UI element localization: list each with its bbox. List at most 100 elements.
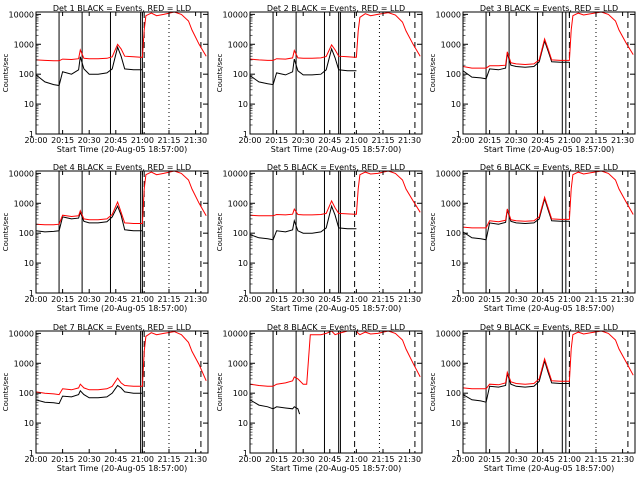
- y-axis-label: Counts/sec: [2, 213, 10, 252]
- x-axis-label: Start Time (20-Aug-05 18:57:00): [271, 464, 402, 473]
- y-tick-label: 100: [446, 389, 461, 398]
- y-axis-label: Counts/sec: [216, 213, 224, 252]
- x-tick-label: 20:00: [238, 455, 261, 464]
- plot-frame: [462, 330, 636, 454]
- x-tick-label: 21:30: [398, 136, 421, 145]
- x-tick-label: 20:15: [478, 455, 501, 464]
- x-tick-label: 20:00: [451, 295, 474, 304]
- panel-title: Det 3 BLACK = Events, RED = LLD: [480, 4, 618, 13]
- plot-frame: [35, 330, 209, 454]
- x-tick-label: 21:30: [611, 295, 634, 304]
- y-axis-label: Counts/sec: [216, 373, 224, 412]
- detector-panel: Det 7 BLACK = Events, RED = LLD 20:00 20:1…: [2, 323, 209, 473]
- x-tick-label: 20:00: [238, 136, 261, 145]
- x-tick-label: 21:00: [131, 455, 154, 464]
- x-tick-label: 20:15: [478, 136, 501, 145]
- x-tick-label: 20:45: [104, 455, 127, 464]
- y-tick-label: 1000: [228, 40, 248, 49]
- y-tick-label: 10000: [436, 329, 461, 338]
- x-tick-label: 20:30: [78, 136, 101, 145]
- x-tick-label: 20:45: [531, 136, 554, 145]
- y-tick-label: 10000: [223, 10, 248, 19]
- y-tick-label: 10: [451, 419, 461, 428]
- x-tick-label: 20:30: [78, 455, 101, 464]
- y-tick-label: 1: [456, 130, 461, 139]
- x-axis-label: Start Time (20-Aug-05 18:57:00): [57, 304, 188, 313]
- x-tick-label: 21:00: [558, 455, 581, 464]
- y-tick-label: 100: [233, 70, 248, 79]
- plot-frame: [249, 330, 423, 454]
- y-tick-label: 1000: [14, 199, 34, 208]
- events-series-line: [36, 384, 143, 405]
- events-series-line: [463, 197, 570, 241]
- x-tick-label: 20:00: [451, 136, 474, 145]
- x-tick-label: 21:30: [611, 455, 634, 464]
- y-tick-label: 1000: [441, 40, 461, 49]
- x-axis-label: Start Time (20-Aug-05 18:57:00): [57, 464, 188, 473]
- lld-series-line: [250, 12, 421, 61]
- y-tick-label: 1: [29, 289, 34, 298]
- detector-panel: Det 9 BLACK = Events, RED = LLD 20:00 20:1…: [429, 323, 636, 473]
- events-series-line: [463, 359, 570, 403]
- detector-panel: Det 8 BLACK = Events, RED = LLD 20:00 20:1…: [216, 323, 423, 473]
- x-tick-label: 21:00: [345, 136, 368, 145]
- events-series-line: [36, 45, 143, 87]
- x-tick-label: 21:15: [157, 455, 180, 464]
- x-tick-label: 20:45: [318, 295, 341, 304]
- x-tick-label: 21:15: [157, 295, 180, 304]
- y-tick-label: 1: [243, 289, 248, 298]
- x-tick-label: 21:00: [345, 455, 368, 464]
- y-tick-label: 1000: [228, 359, 248, 368]
- x-tick-label: 21:30: [184, 136, 207, 145]
- detector-panel: Det 4 BLACK = Events, RED = LLD 20:00 20:1…: [2, 163, 209, 313]
- panel-title: Det 2 BLACK = Events, RED = LLD: [267, 4, 405, 13]
- y-tick-label: 1: [243, 449, 248, 458]
- lld-series-line: [36, 331, 207, 396]
- x-tick-label: 20:45: [531, 455, 554, 464]
- x-tick-label: 20:00: [24, 455, 47, 464]
- x-tick-label: 21:00: [131, 136, 154, 145]
- x-tick-label: 20:15: [51, 136, 74, 145]
- plot-frame: [462, 170, 636, 294]
- y-tick-label: 100: [446, 70, 461, 79]
- y-tick-label: 10: [24, 259, 34, 268]
- x-tick-label: 21:15: [371, 455, 394, 464]
- y-tick-label: 1000: [14, 359, 34, 368]
- y-tick-label: 1000: [441, 199, 461, 208]
- detector-panel: Det 5 BLACK = Events, RED = LLD 20:00 20:1…: [216, 163, 423, 313]
- x-tick-label: 21:00: [131, 295, 154, 304]
- x-tick-label: 21:15: [584, 455, 607, 464]
- y-tick-label: 1: [243, 130, 248, 139]
- y-tick-label: 100: [19, 229, 34, 238]
- plot-frame: [249, 170, 423, 294]
- y-axis-label: Counts/sec: [216, 54, 224, 93]
- x-tick-label: 20:30: [292, 455, 315, 464]
- x-tick-label: 21:15: [584, 295, 607, 304]
- x-tick-label: 20:45: [104, 295, 127, 304]
- x-tick-label: 21:15: [371, 295, 394, 304]
- x-tick-label: 20:30: [78, 295, 101, 304]
- x-tick-label: 20:30: [292, 295, 315, 304]
- x-tick-label: 20:00: [238, 295, 261, 304]
- events-series-line: [250, 47, 357, 86]
- y-tick-label: 10: [238, 419, 248, 428]
- panel-title: Det 8 BLACK = Events, RED = LLD: [267, 323, 405, 332]
- x-axis-label: Start Time (20-Aug-05 18:57:00): [57, 145, 188, 154]
- x-tick-label: 20:45: [104, 136, 127, 145]
- y-tick-label: 1000: [441, 359, 461, 368]
- y-tick-label: 1000: [14, 40, 34, 49]
- panel-title: Det 4 BLACK = Events, RED = LLD: [53, 163, 191, 172]
- x-tick-label: 21:30: [184, 295, 207, 304]
- y-tick-label: 1: [29, 130, 34, 139]
- x-tick-label: 20:30: [292, 136, 315, 145]
- plot-frame: [35, 11, 209, 135]
- x-tick-label: 20:00: [24, 136, 47, 145]
- x-tick-label: 21:00: [558, 136, 581, 145]
- x-axis-label: Start Time (20-Aug-05 18:57:00): [484, 304, 615, 313]
- x-tick-label: 21:15: [584, 136, 607, 145]
- x-tick-label: 20:00: [24, 295, 47, 304]
- plot-frame: [35, 170, 209, 294]
- y-axis-label: Counts/sec: [429, 373, 437, 412]
- x-axis-label: Start Time (20-Aug-05 18:57:00): [484, 464, 615, 473]
